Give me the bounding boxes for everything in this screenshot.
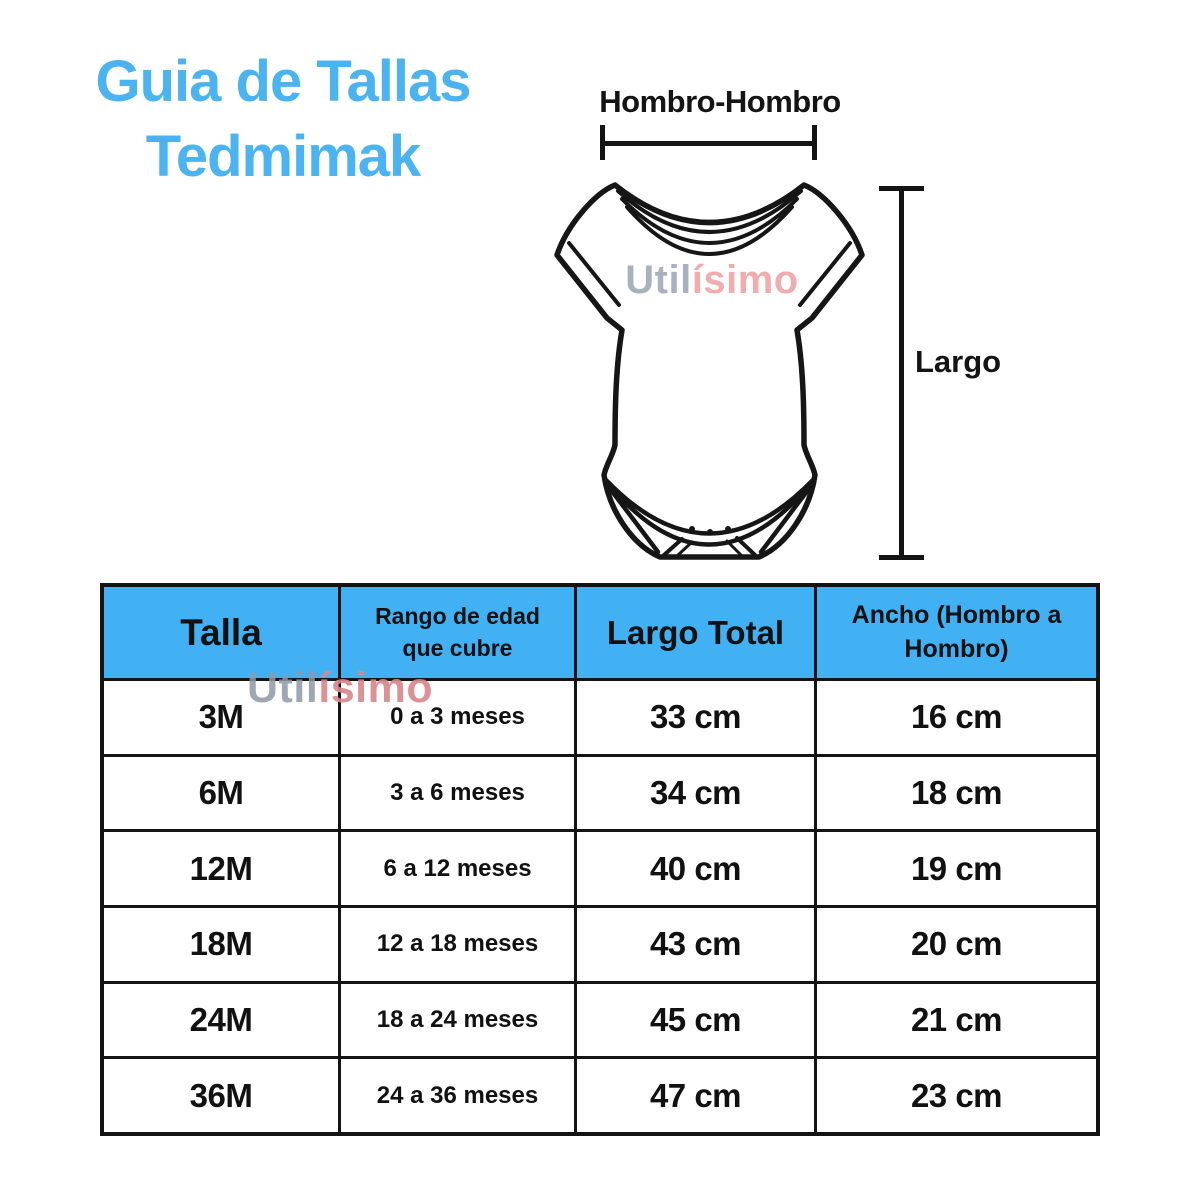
cell-ancho: 19 cm xyxy=(817,832,1096,906)
shoulder-measure-label: Hombro-Hombro xyxy=(599,84,841,119)
cell-rango: 3 a 6 meses xyxy=(341,756,574,830)
header-largo: Largo Total xyxy=(577,587,814,678)
cell-largo: 45 cm xyxy=(577,983,814,1057)
snap-dot xyxy=(725,526,731,532)
cell-ancho: 21 cm xyxy=(817,983,1096,1057)
cell-rango: 18 a 24 meses xyxy=(341,983,574,1057)
header-ancho: Ancho (Hombro a Hombro) xyxy=(817,587,1096,678)
length-measure-line xyxy=(899,188,904,558)
length-measure-tick-top xyxy=(879,186,924,191)
cell-talla: 36M xyxy=(104,1059,338,1133)
length-measure-label: Largo xyxy=(915,344,1002,379)
cell-rango: 12 a 18 meses xyxy=(341,908,574,981)
cell-talla: 6M xyxy=(104,756,338,830)
cell-talla: 3M xyxy=(104,681,338,754)
shoulder-measure-tick-right xyxy=(812,125,817,160)
cell-ancho: 18 cm xyxy=(817,756,1096,830)
cell-largo: 47 cm xyxy=(577,1059,814,1133)
header-rango: Rango de edad que cubre xyxy=(341,587,574,678)
page-title-line2: Tedmimak xyxy=(145,124,422,190)
header-talla: Talla xyxy=(104,587,338,678)
cell-ancho: 23 cm xyxy=(817,1059,1096,1133)
cell-largo: 34 cm xyxy=(577,756,814,830)
page-title-line1: Guia de Tallas xyxy=(95,49,472,114)
cell-talla: 24M xyxy=(104,983,338,1057)
page-title: Guia de Tallas Tedmimak xyxy=(33,44,533,195)
shoulder-measure-tick-left xyxy=(600,125,605,160)
cell-largo: 33 cm xyxy=(577,681,814,754)
cell-ancho: 20 cm xyxy=(817,908,1096,981)
cell-talla: 12M xyxy=(104,832,338,906)
snap-dot xyxy=(689,526,695,532)
cell-ancho: 16 cm xyxy=(817,681,1096,754)
snap-dot xyxy=(707,529,713,535)
shoulder-measure-line xyxy=(602,141,816,146)
baby-bodysuit-icon xyxy=(554,182,865,560)
cell-rango: 0 a 3 meses xyxy=(341,681,574,754)
cell-talla: 18M xyxy=(104,908,338,981)
cell-rango: 24 a 36 meses xyxy=(341,1059,574,1133)
length-measure-tick-bottom xyxy=(879,555,924,560)
size-table: Talla Rango de edad que cubre Largo Tota… xyxy=(100,583,1100,1136)
cell-largo: 43 cm xyxy=(577,908,814,981)
cell-largo: 40 cm xyxy=(577,832,814,906)
cell-rango: 6 a 12 meses xyxy=(341,832,574,906)
